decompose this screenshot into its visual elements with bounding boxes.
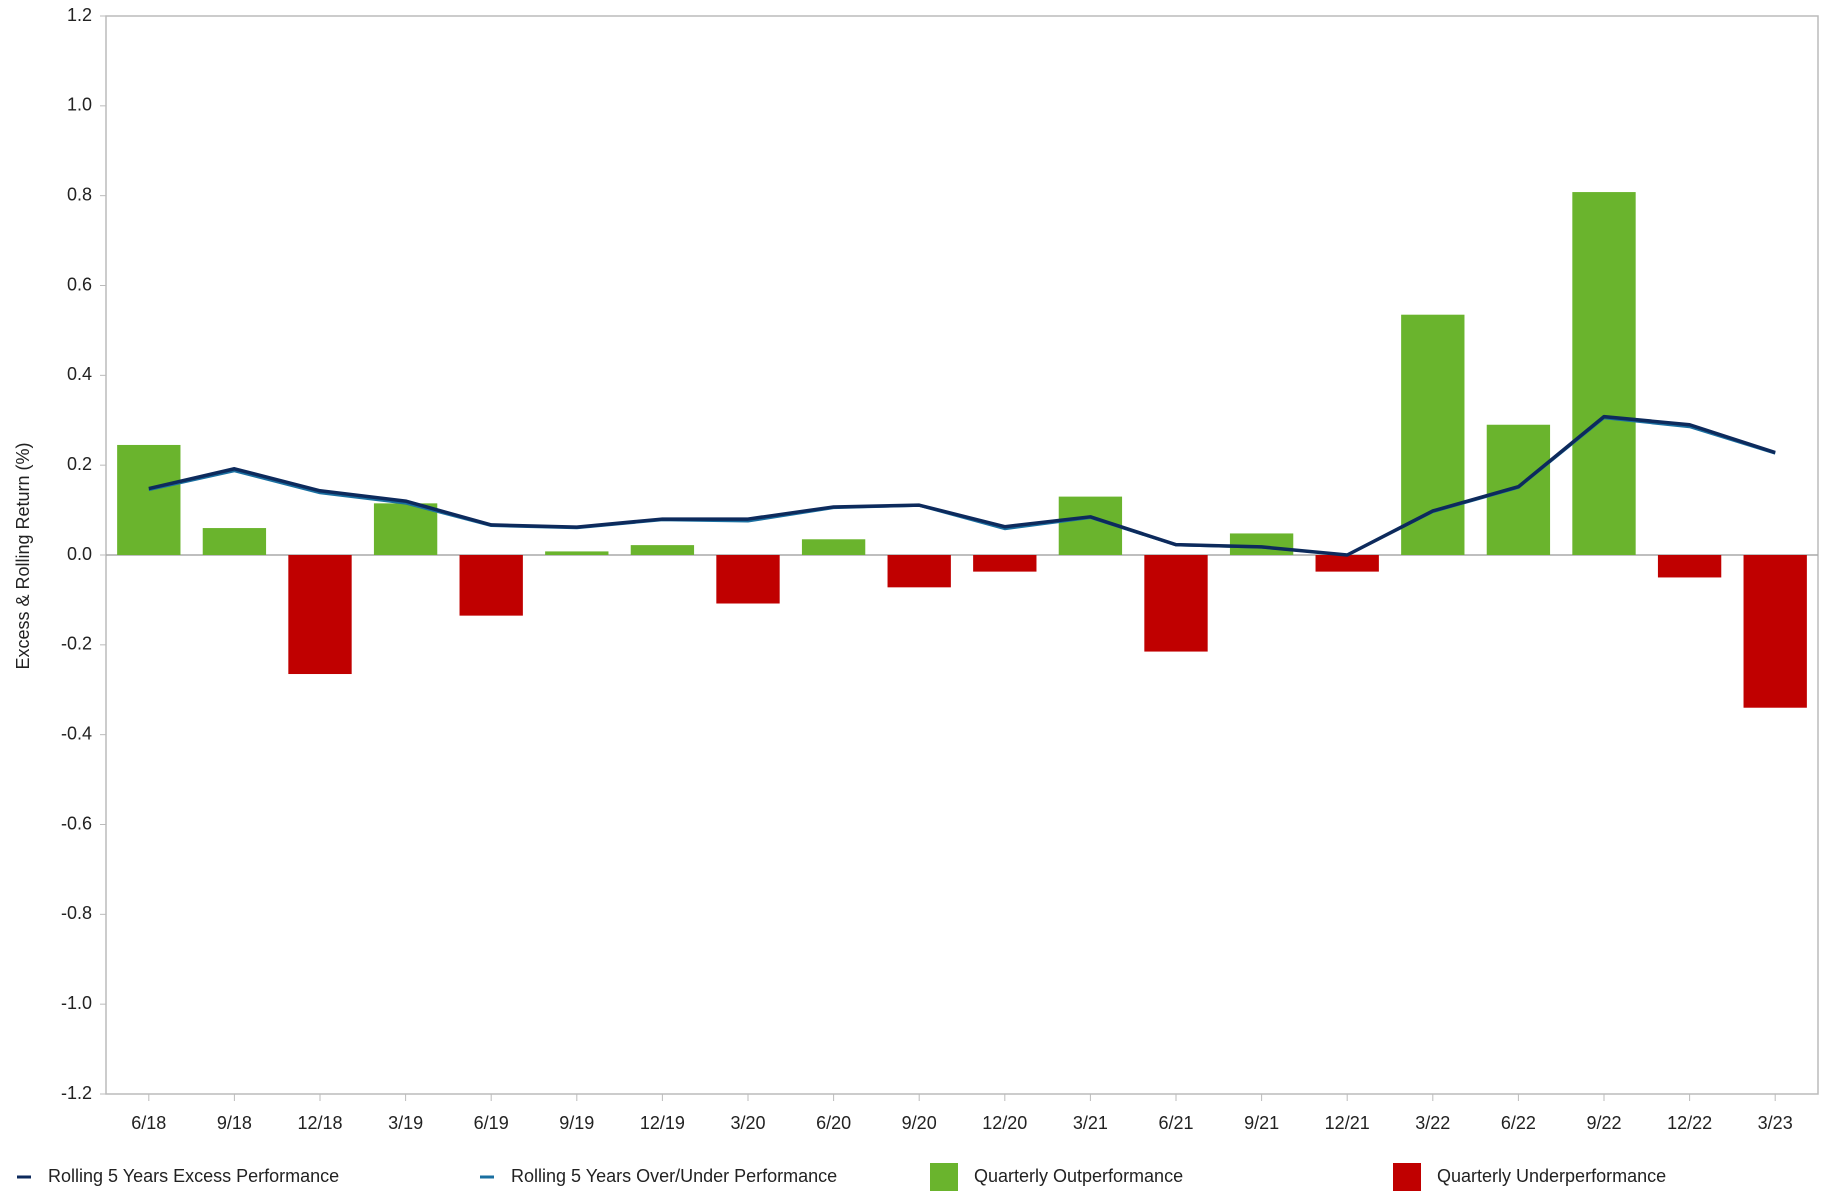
x-tick-label: 6/18 <box>131 1113 166 1133</box>
bar <box>1486 424 1551 555</box>
legend-swatch <box>930 1163 958 1191</box>
x-tick-label: 6/20 <box>816 1113 851 1133</box>
x-tick-label: 6/21 <box>1158 1113 1193 1133</box>
x-tick-label: 12/22 <box>1667 1113 1712 1133</box>
bar <box>887 555 951 588</box>
y-tick-label: 0.4 <box>67 364 92 384</box>
x-tick-label: 9/22 <box>1586 1113 1621 1133</box>
y-tick-label: 0.0 <box>67 544 92 564</box>
bar <box>545 551 609 555</box>
x-tick-label: 3/23 <box>1758 1113 1793 1133</box>
bar <box>117 444 181 555</box>
y-tick-label: -0.8 <box>61 903 92 923</box>
bar <box>630 545 695 555</box>
bar <box>1144 555 1208 652</box>
x-tick-label: 9/18 <box>217 1113 252 1133</box>
y-tick-label: -0.2 <box>61 634 92 654</box>
y-tick-label: -0.4 <box>61 723 92 743</box>
bar <box>1058 496 1123 555</box>
bar <box>1743 555 1807 708</box>
legend-label: Quarterly Underperformance <box>1437 1166 1666 1186</box>
x-tick-label: 3/21 <box>1073 1113 1108 1133</box>
legend-label: Rolling 5 Years Excess Performance <box>48 1166 339 1186</box>
legend-label: Rolling 5 Years Over/Under Performance <box>511 1166 837 1186</box>
y-tick-label: 1.0 <box>67 95 92 115</box>
x-tick-label: 12/18 <box>297 1113 342 1133</box>
bar <box>1572 192 1636 555</box>
bar <box>1229 533 1294 555</box>
x-tick-label: 9/19 <box>559 1113 594 1133</box>
line <box>148 414 1776 557</box>
bar <box>288 555 352 675</box>
y-tick-label: 0.8 <box>67 184 92 204</box>
y-tick-label: 0.6 <box>67 274 92 294</box>
y-tick-label: -0.6 <box>61 813 92 833</box>
y-axis-label: Excess & Rolling Return (%) <box>13 442 33 669</box>
y-tick-label: -1.0 <box>61 993 92 1013</box>
bar <box>1401 314 1465 555</box>
x-tick-label: 12/20 <box>982 1113 1027 1133</box>
bar <box>1315 555 1379 572</box>
legend-swatch <box>1393 1163 1421 1191</box>
x-tick-label: 9/20 <box>902 1113 937 1133</box>
bar <box>459 555 523 616</box>
x-tick-label: 6/22 <box>1501 1113 1536 1133</box>
bar <box>202 528 267 555</box>
bar <box>801 539 866 555</box>
x-tick-label: 6/19 <box>474 1113 509 1133</box>
bar <box>1657 555 1722 578</box>
bar <box>716 555 780 604</box>
y-tick-label: -1.2 <box>61 1083 92 1103</box>
x-tick-label: 3/22 <box>1415 1113 1450 1133</box>
x-tick-label: 12/19 <box>640 1113 685 1133</box>
x-tick-label: 3/19 <box>388 1113 423 1133</box>
x-tick-label: 9/21 <box>1244 1113 1279 1133</box>
bar <box>373 503 438 555</box>
y-tick-label: 0.2 <box>67 454 92 474</box>
x-tick-label: 3/20 <box>730 1113 765 1133</box>
legend-label: Quarterly Outperformance <box>974 1166 1183 1186</box>
x-tick-label: 12/21 <box>1325 1113 1370 1133</box>
bar <box>973 555 1037 572</box>
y-tick-label: 1.2 <box>67 5 92 25</box>
